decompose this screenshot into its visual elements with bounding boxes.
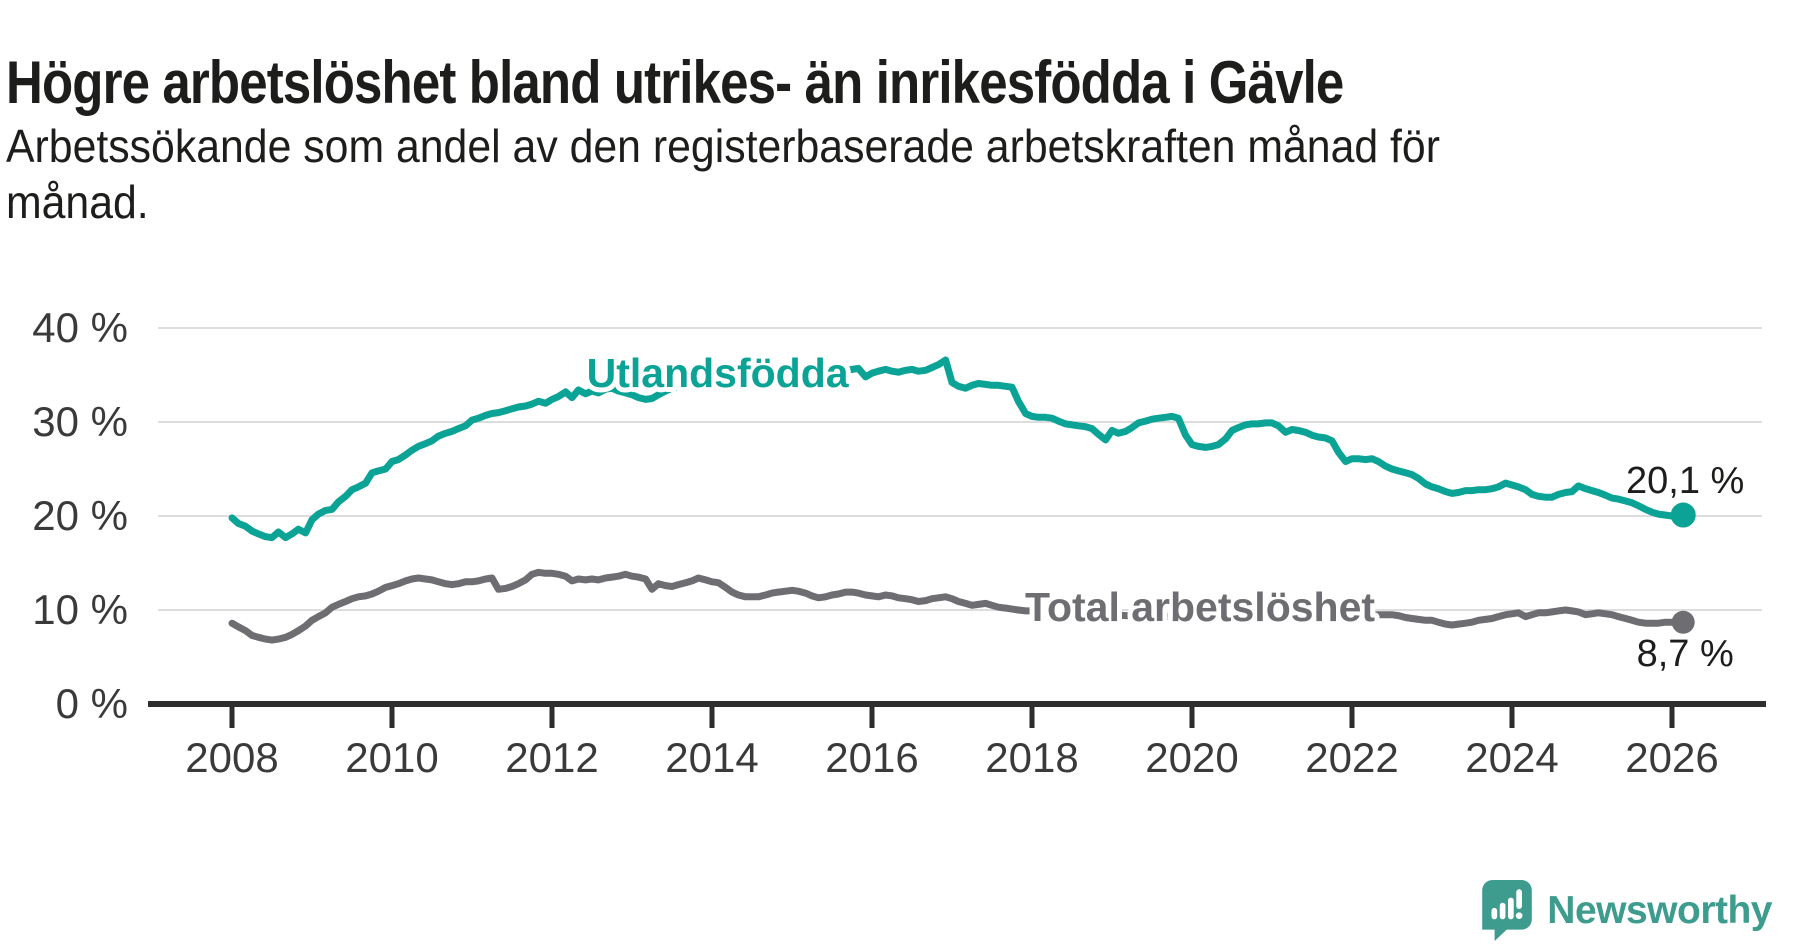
series-end-dot-total-arbetsloshet bbox=[1671, 610, 1695, 634]
newsworthy-logo-text: Newsworthy bbox=[1547, 889, 1772, 932]
logo-exclamation-dot bbox=[1516, 912, 1523, 919]
logo-bar-small bbox=[1491, 907, 1498, 920]
y-tick-label: 0 % bbox=[56, 680, 128, 727]
end-value-label-utlandsfodda: 20,1 % bbox=[1626, 460, 1744, 502]
y-tick-label: 30 % bbox=[32, 398, 128, 445]
chart-subtitle: Arbetssökande som andel av den registerb… bbox=[6, 118, 1440, 230]
subtitle-line-1: Arbetssökande som andel av den registerb… bbox=[6, 120, 1440, 172]
x-tick-label: 2018 bbox=[985, 734, 1078, 781]
end-value-label-total-arbetsloshet: 8,7 % bbox=[1637, 633, 1734, 675]
x-tick-label: 2022 bbox=[1305, 734, 1398, 781]
logo-bubble bbox=[1482, 880, 1533, 930]
x-tick-label: 2024 bbox=[1465, 734, 1558, 781]
logo-bar-large bbox=[1508, 897, 1514, 920]
y-tick-label: 40 % bbox=[32, 304, 128, 351]
x-tick-label: 2016 bbox=[825, 734, 918, 781]
newsworthy-logo-icon bbox=[1482, 880, 1533, 941]
logo-exclamation-bar bbox=[1516, 889, 1523, 909]
x-tick-label: 2010 bbox=[345, 734, 438, 781]
x-tick-label: 2008 bbox=[185, 734, 278, 781]
series-label-total-arbetsloshet: Total arbetslöshet bbox=[1025, 584, 1375, 630]
x-tick-label: 2012 bbox=[505, 734, 598, 781]
x-tick-label: 2014 bbox=[665, 734, 758, 781]
series-line-utlandsfodda bbox=[228, 356, 1687, 542]
y-tick-label: 10 % bbox=[32, 586, 128, 633]
newsworthy-logo: Newsworthy bbox=[1481, 880, 1772, 942]
x-tick-label: 2020 bbox=[1145, 734, 1238, 781]
subtitle-line-2: månad. bbox=[6, 176, 149, 229]
series-label-utlandsfodda: Utlandsfödda bbox=[587, 350, 850, 396]
y-tick-label: 20 % bbox=[32, 492, 128, 539]
x-tick-label: 2026 bbox=[1625, 734, 1718, 781]
logo-bar-medium bbox=[1500, 902, 1506, 920]
series-end-dot-utlandsfodda bbox=[1670, 502, 1696, 528]
series-line-total-arbetsloshet bbox=[228, 568, 1687, 644]
page-title: Högre arbetslöshet bland utrikes- än inr… bbox=[6, 49, 1344, 117]
